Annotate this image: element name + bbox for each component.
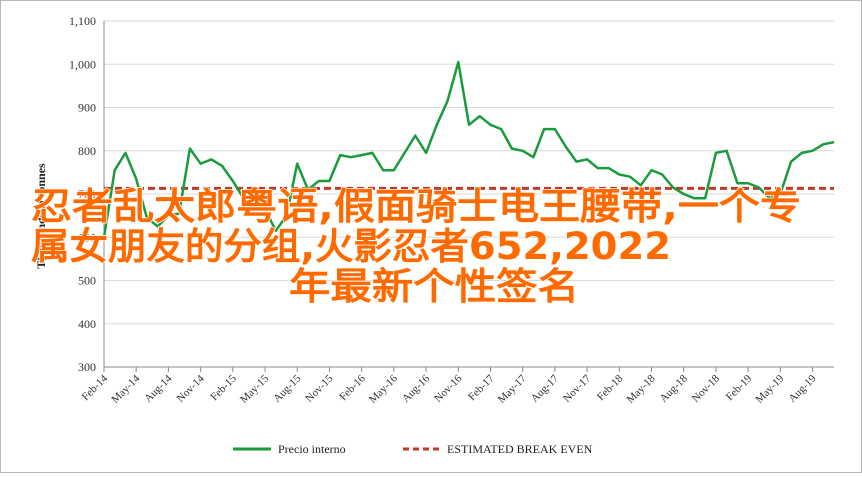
x-tick-label: May-18 — [625, 372, 658, 405]
legend-label-break-even: ESTIMATED BREAK EVEN — [447, 442, 593, 456]
y-tick-label: 900 — [78, 101, 96, 115]
x-axis-tick-labels: Feb-14 May-14 Aug-14 Nov-14 Feb-15 May-15 Aug-… — [80, 367, 819, 406]
legend-label-precio-interno: Precio interno — [278, 442, 346, 456]
overlay-line-3: 年最新个性签名 — [289, 265, 579, 308]
x-tick-label: May-16 — [367, 372, 400, 405]
x-tick-label: May-17 — [496, 372, 529, 405]
x-tick-label: Feb-19 — [724, 372, 755, 403]
overlay-line-1: 忍者乱太郎粤语,假面骑士电王腰带,一个专 — [31, 185, 801, 228]
x-tick-label: Aug-18 — [658, 372, 691, 405]
x-tick-label: Aug-15 — [271, 372, 304, 405]
y-tick-label: 500 — [78, 274, 96, 288]
grid-lines — [104, 20, 834, 368]
x-tick-label: Feb-18 — [595, 372, 626, 403]
x-tick-label: Feb-14 — [80, 372, 111, 403]
x-tick-label: Feb-17 — [466, 372, 497, 403]
x-tick-label: Aug-14 — [142, 372, 175, 405]
x-tick-label: May-19 — [753, 372, 786, 405]
x-tick-label: Nov-16 — [432, 372, 465, 405]
x-tick-label: Aug-16 — [400, 372, 433, 405]
x-tick-label: Aug-17 — [529, 372, 562, 405]
x-tick-label: May-15 — [238, 372, 271, 405]
y-tick-label: 700 — [78, 187, 96, 201]
x-tick-label: Feb-15 — [208, 372, 239, 403]
series-layer — [102, 60, 835, 238]
x-tick-label: Nov-15 — [303, 372, 336, 405]
x-tick-label: Nov-14 — [174, 372, 207, 405]
x-tick-label: Feb-16 — [337, 372, 368, 403]
overlay-caption: 忍者乱太郎粤语,假面骑士电王腰带,一个专 属女朋友的分组,火影忍者652,202… — [30, 184, 802, 309]
overlay-line-2: 属女朋友的分组,火影忍者652,2022 — [31, 225, 671, 268]
y-axis-label: Thousands of tonnes — [34, 163, 48, 269]
x-tick-label: Nov-18 — [690, 372, 723, 405]
y-tick-label: 1,100 — [69, 14, 96, 28]
axes — [103, 21, 834, 368]
y-tick-label: 1,000 — [69, 57, 96, 71]
y-tick-label: 800 — [78, 144, 96, 158]
y-tick-label: 300 — [78, 360, 96, 374]
series-line-precio-interno — [102, 60, 835, 238]
y-tick-label: 400 — [78, 317, 96, 331]
x-tick-label: Nov-17 — [561, 372, 594, 405]
x-tick-label: Aug-19 — [786, 372, 819, 405]
y-axis-tick-labels: 300 400 500 600 700 800 900 1,000 1,100 — [69, 14, 96, 374]
x-tick-label: May-14 — [109, 372, 142, 405]
y-tick-label: 600 — [78, 230, 96, 244]
legend: Precio interno ESTIMATED BREAK EVEN — [233, 442, 593, 456]
